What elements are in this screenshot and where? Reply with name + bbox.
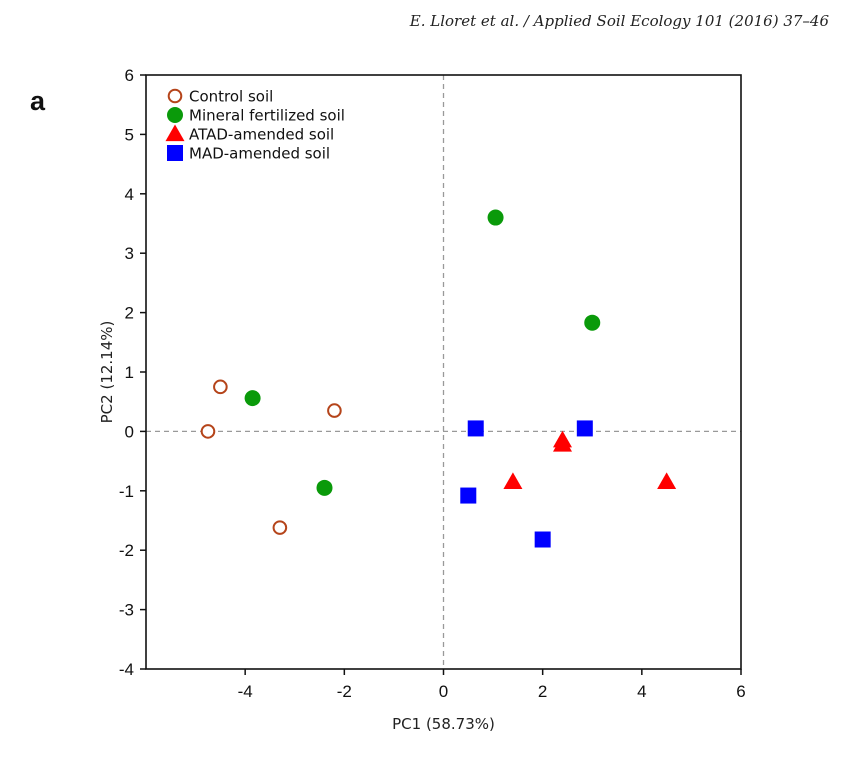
y-axis-ticks: -4 -3 -2 -1 0 1 2 3 4 5 6 [119,66,146,679]
y-tick-label: -4 [119,660,134,679]
legend-marker [167,107,183,123]
legend-label: ATAD-amended soil [189,126,334,144]
data-points [200,209,677,548]
x-tick-label: -4 [238,682,253,701]
data-point [584,314,601,331]
x-axis-ticks: -4 -2 0 2 4 6 [238,669,746,701]
y-tick-label: -3 [119,601,134,620]
data-point [467,420,484,437]
data-point [244,390,261,407]
data-point [200,424,216,439]
panel-label: a [30,86,46,116]
data-point [553,434,572,452]
data-point [534,531,551,548]
data-point [327,403,342,418]
legend-item: Control soil [167,88,273,106]
legend-label: MAD-amended soil [189,145,330,163]
legend-marker [167,88,183,104]
data-point [503,472,523,490]
series-mineral-fertilized-soil [244,209,601,496]
y-tick-label: -1 [119,482,134,501]
legend-label: Control soil [189,88,273,106]
x-tick-label: 4 [637,682,646,701]
data-point [576,420,593,437]
data-point [316,479,333,496]
x-tick-label: 6 [736,682,745,701]
data-point [213,379,228,395]
legend-marker [165,124,185,142]
y-tick-label: 2 [125,304,134,323]
legend-item: Mineral fertilized soil [167,107,345,125]
reference-lines [146,75,741,669]
y-axis-title: PC2 (12.14%) [98,321,116,424]
x-axis-title: PC1 (58.73%) [392,715,495,733]
data-point [487,209,504,226]
y-tick-label: -2 [119,541,134,560]
x-tick-label: -2 [337,682,352,701]
data-point [272,520,288,535]
x-tick-label: 2 [538,682,547,701]
legend-label: Mineral fertilized soil [189,107,345,125]
legend-item: ATAD-amended soil [165,124,334,144]
citation-header: E. Lloret et al. / Applied Soil Ecology … [409,12,829,30]
series-mad-amended-soil [460,420,593,548]
y-tick-label: 3 [125,244,134,263]
y-tick-label: 5 [125,125,134,144]
y-tick-label: 4 [125,185,134,204]
series-atad-amended-soil [503,430,677,490]
y-tick-label: 1 [125,363,134,382]
data-point [657,472,677,490]
y-tick-label: 6 [125,66,134,85]
x-tick-label: 0 [439,682,448,701]
data-point [460,487,477,504]
y-tick-label: 0 [125,422,134,441]
legend-item: MAD-amended soil [167,145,330,163]
legend-marker [167,145,183,161]
series-control-soil [200,379,342,535]
